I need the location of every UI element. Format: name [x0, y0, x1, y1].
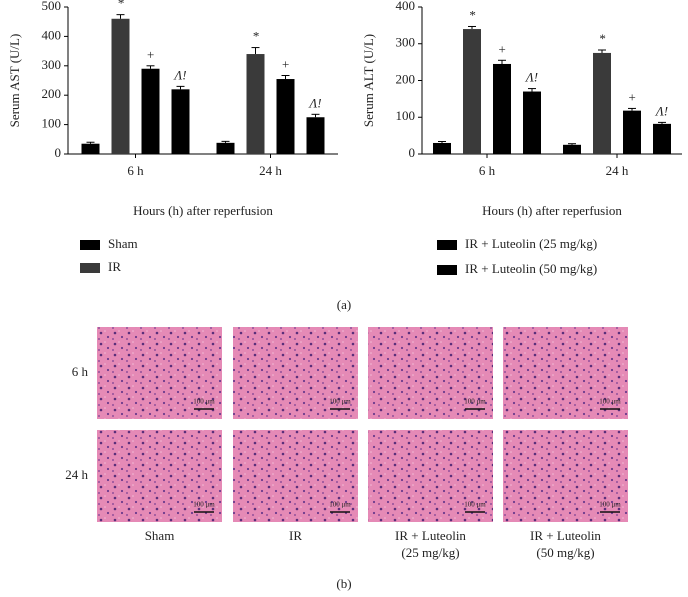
- y-tick-label: 100: [42, 116, 62, 131]
- micrograph: [503, 430, 628, 522]
- micrograph: [368, 430, 493, 522]
- significance-mark: +: [146, 47, 155, 62]
- bar: [493, 63, 511, 154]
- bar: [433, 142, 451, 154]
- micrograph: [97, 327, 222, 419]
- y-axis-label: Serum ALT (U/L): [361, 34, 376, 127]
- significance-mark: +: [498, 41, 507, 56]
- scale-bar-label: 100 μm: [599, 501, 621, 509]
- significance-mark: +: [281, 56, 290, 71]
- column-label: IR + Luteolin: [530, 528, 601, 543]
- significance-mark: Λ!: [172, 67, 186, 82]
- significance-mark: Λ!: [524, 70, 538, 85]
- x-tick-label: 24 h: [259, 163, 282, 178]
- significance-mark: *: [469, 7, 476, 22]
- y-tick-label: 100: [396, 108, 416, 123]
- y-tick-label: 0: [409, 145, 416, 160]
- y-tick-label: 200: [42, 86, 62, 101]
- legend-label: IR + Luteolin (50 mg/kg): [465, 261, 597, 276]
- x-tick-label: 6 h: [127, 163, 144, 178]
- row-label: 24 h: [65, 467, 88, 482]
- significance-mark: Λ!: [654, 103, 668, 118]
- column-label: IR: [289, 528, 302, 543]
- y-tick-label: 300: [396, 35, 416, 50]
- legend-swatch: [80, 263, 100, 273]
- legend-label: IR + Luteolin (25 mg/kg): [465, 236, 597, 251]
- significance-mark: *: [252, 29, 259, 44]
- bar: [81, 143, 100, 154]
- bar: [246, 54, 265, 154]
- micrograph: [503, 327, 628, 419]
- x-axis-label: Hours (h) after reperfusion: [133, 203, 273, 218]
- significance-mark: *: [117, 0, 124, 11]
- y-tick-label: 0: [55, 145, 62, 160]
- y-tick-label: 400: [396, 0, 416, 13]
- panel-label: (a): [337, 297, 351, 312]
- bar: [306, 117, 325, 154]
- panel-label: (b): [336, 576, 351, 591]
- bar: [623, 110, 641, 154]
- bar: [141, 68, 160, 154]
- y-axis-label: Serum AST (U/L): [7, 34, 22, 128]
- scale-bar-label: 100 μm: [329, 398, 351, 406]
- scale-bar-label: 100 μm: [464, 501, 486, 509]
- micrograph: [233, 430, 358, 522]
- column-label: (25 mg/kg): [401, 545, 459, 560]
- scale-bar-label: 100 μm: [193, 501, 215, 509]
- legend-swatch: [80, 240, 100, 250]
- bar: [276, 79, 295, 154]
- bar: [111, 18, 130, 155]
- bar: [563, 144, 581, 154]
- column-label: Sham: [145, 528, 175, 543]
- y-tick-label: 500: [42, 0, 62, 13]
- x-tick-label: 24 h: [606, 163, 629, 178]
- bar: [463, 29, 481, 154]
- significance-mark: +: [628, 89, 637, 104]
- column-label: (50 mg/kg): [536, 545, 594, 560]
- micrograph: [233, 327, 358, 419]
- legend-label: Sham: [108, 236, 138, 251]
- legend-swatch: [437, 265, 457, 275]
- y-tick-label: 400: [42, 27, 62, 42]
- column-label: IR + Luteolin: [395, 528, 466, 543]
- x-tick-label: 6 h: [479, 163, 496, 178]
- row-label: 6 h: [72, 364, 89, 379]
- legend-label: IR: [108, 259, 121, 274]
- bar: [216, 142, 235, 154]
- scale-bar-label: 100 μm: [464, 398, 486, 406]
- y-tick-label: 200: [396, 71, 416, 86]
- micrograph: [97, 430, 222, 522]
- scale-bar-label: 100 μm: [329, 501, 351, 509]
- y-tick-label: 300: [42, 57, 62, 72]
- bar: [523, 91, 541, 154]
- scale-bar-label: 100 μm: [599, 398, 621, 406]
- bar: [653, 123, 671, 154]
- legend-swatch: [437, 240, 457, 250]
- micrograph: [368, 327, 493, 419]
- bar: [171, 89, 190, 154]
- significance-mark: *: [599, 31, 606, 46]
- x-axis-label: Hours (h) after reperfusion: [482, 203, 622, 218]
- significance-mark: Λ!: [307, 95, 321, 110]
- bar: [593, 52, 611, 154]
- scale-bar-label: 100 μm: [193, 398, 215, 406]
